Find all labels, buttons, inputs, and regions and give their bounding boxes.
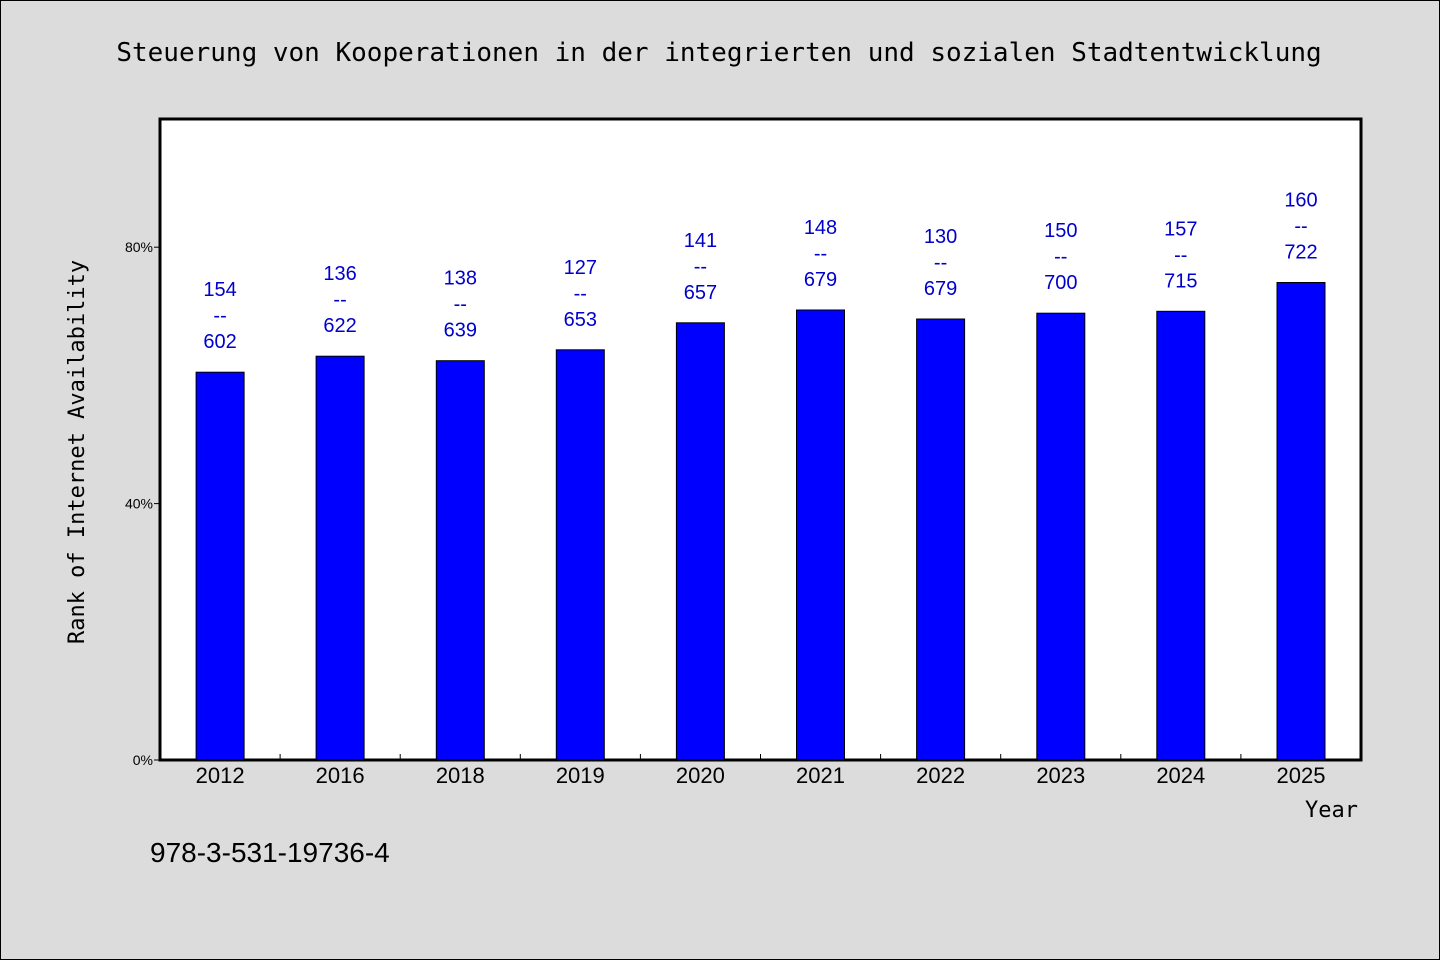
- bar-2016: [315, 355, 365, 761]
- data-label-separator-2022: --: [934, 252, 947, 274]
- y-axis-title: Rank of Internet Availability: [65, 260, 90, 644]
- data-label-bottom-2020: 657: [684, 282, 717, 304]
- data-label-top-2021: 148: [804, 217, 837, 239]
- x-tick-label-2016: 2016: [316, 763, 365, 788]
- data-label-separator-2016: --: [333, 289, 346, 311]
- x-tick-label-2019: 2019: [556, 763, 605, 788]
- data-label-bottom-2023: 700: [1044, 272, 1077, 294]
- data-label-separator-2023: --: [1054, 246, 1067, 268]
- data-label-separator-2018: --: [454, 294, 467, 316]
- x-tick-label-2021: 2021: [796, 763, 845, 788]
- bar-2021: [796, 309, 845, 761]
- bar-2023: [1036, 312, 1086, 761]
- bar-2012: [195, 371, 245, 761]
- data-label-bottom-2022: 679: [924, 278, 957, 300]
- y-tick-label-0: 0%: [133, 752, 153, 768]
- x-axis-ticks: 2012 2016 2018 2019 2020 2021 2022 2023 2024 2025: [196, 754, 1326, 788]
- bar-2022: [916, 318, 966, 761]
- y-tick-label-40: 40%: [125, 496, 153, 512]
- data-label-top-2024: 157: [1164, 218, 1197, 240]
- bar-2018: [435, 360, 485, 761]
- x-tick-label-2022: 2022: [916, 763, 965, 788]
- data-label-separator-2019: --: [574, 283, 587, 305]
- data-label-bottom-2021: 679: [804, 269, 837, 291]
- data-label-separator-2025: --: [1294, 216, 1307, 238]
- x-axis-title: Year: [1305, 798, 1358, 823]
- x-tick-label-2012: 2012: [196, 763, 245, 788]
- data-label-bottom-2019: 653: [564, 309, 597, 331]
- data-label-separator-2024: --: [1174, 244, 1187, 266]
- data-label-top-2023: 150: [1044, 220, 1077, 242]
- data-label-top-2025: 160: [1284, 190, 1317, 212]
- bar-2019: [555, 349, 605, 761]
- data-label-bottom-2025: 722: [1284, 242, 1317, 264]
- bar-2025: [1276, 282, 1326, 761]
- data-label-separator-2020: --: [694, 256, 707, 278]
- data-label-bottom-2024: 715: [1164, 270, 1197, 292]
- data-label-top-2019: 127: [564, 257, 597, 279]
- data-label-top-2012: 154: [203, 279, 236, 301]
- data-label-separator-2012: --: [213, 305, 226, 327]
- data-label-bottom-2012: 602: [203, 331, 236, 353]
- y-axis-ticks: 0% 40% 80%: [125, 239, 160, 768]
- data-label-top-2022: 130: [924, 226, 957, 248]
- y-tick-label-80: 80%: [125, 239, 153, 255]
- x-tick-label-2023: 2023: [1036, 763, 1085, 788]
- data-label-top-2018: 138: [444, 268, 477, 290]
- chart-title: Steuerung von Kooperationen in der integ…: [116, 38, 1321, 68]
- data-label-top-2020: 141: [684, 230, 717, 252]
- bar-2020: [675, 322, 725, 761]
- data-label-bottom-2018: 639: [444, 320, 477, 342]
- x-tick-label-2024: 2024: [1156, 763, 1205, 788]
- x-tick-label-2025: 2025: [1277, 763, 1326, 788]
- x-tick-label-2018: 2018: [436, 763, 485, 788]
- data-label-bottom-2016: 622: [323, 315, 356, 337]
- bar-2024: [1156, 310, 1206, 761]
- data-labels-layer: 154 -- 602 136 -- 622 138 -- 639 127 -- 653 141 -- 657…: [203, 190, 1317, 354]
- data-label-separator-2021: --: [814, 243, 827, 265]
- data-label-top-2016: 136: [323, 263, 356, 285]
- x-tick-label-2020: 2020: [676, 763, 725, 788]
- bars-layer: [195, 282, 1326, 761]
- isbn-note: 978-3-531-19736-4: [150, 837, 390, 868]
